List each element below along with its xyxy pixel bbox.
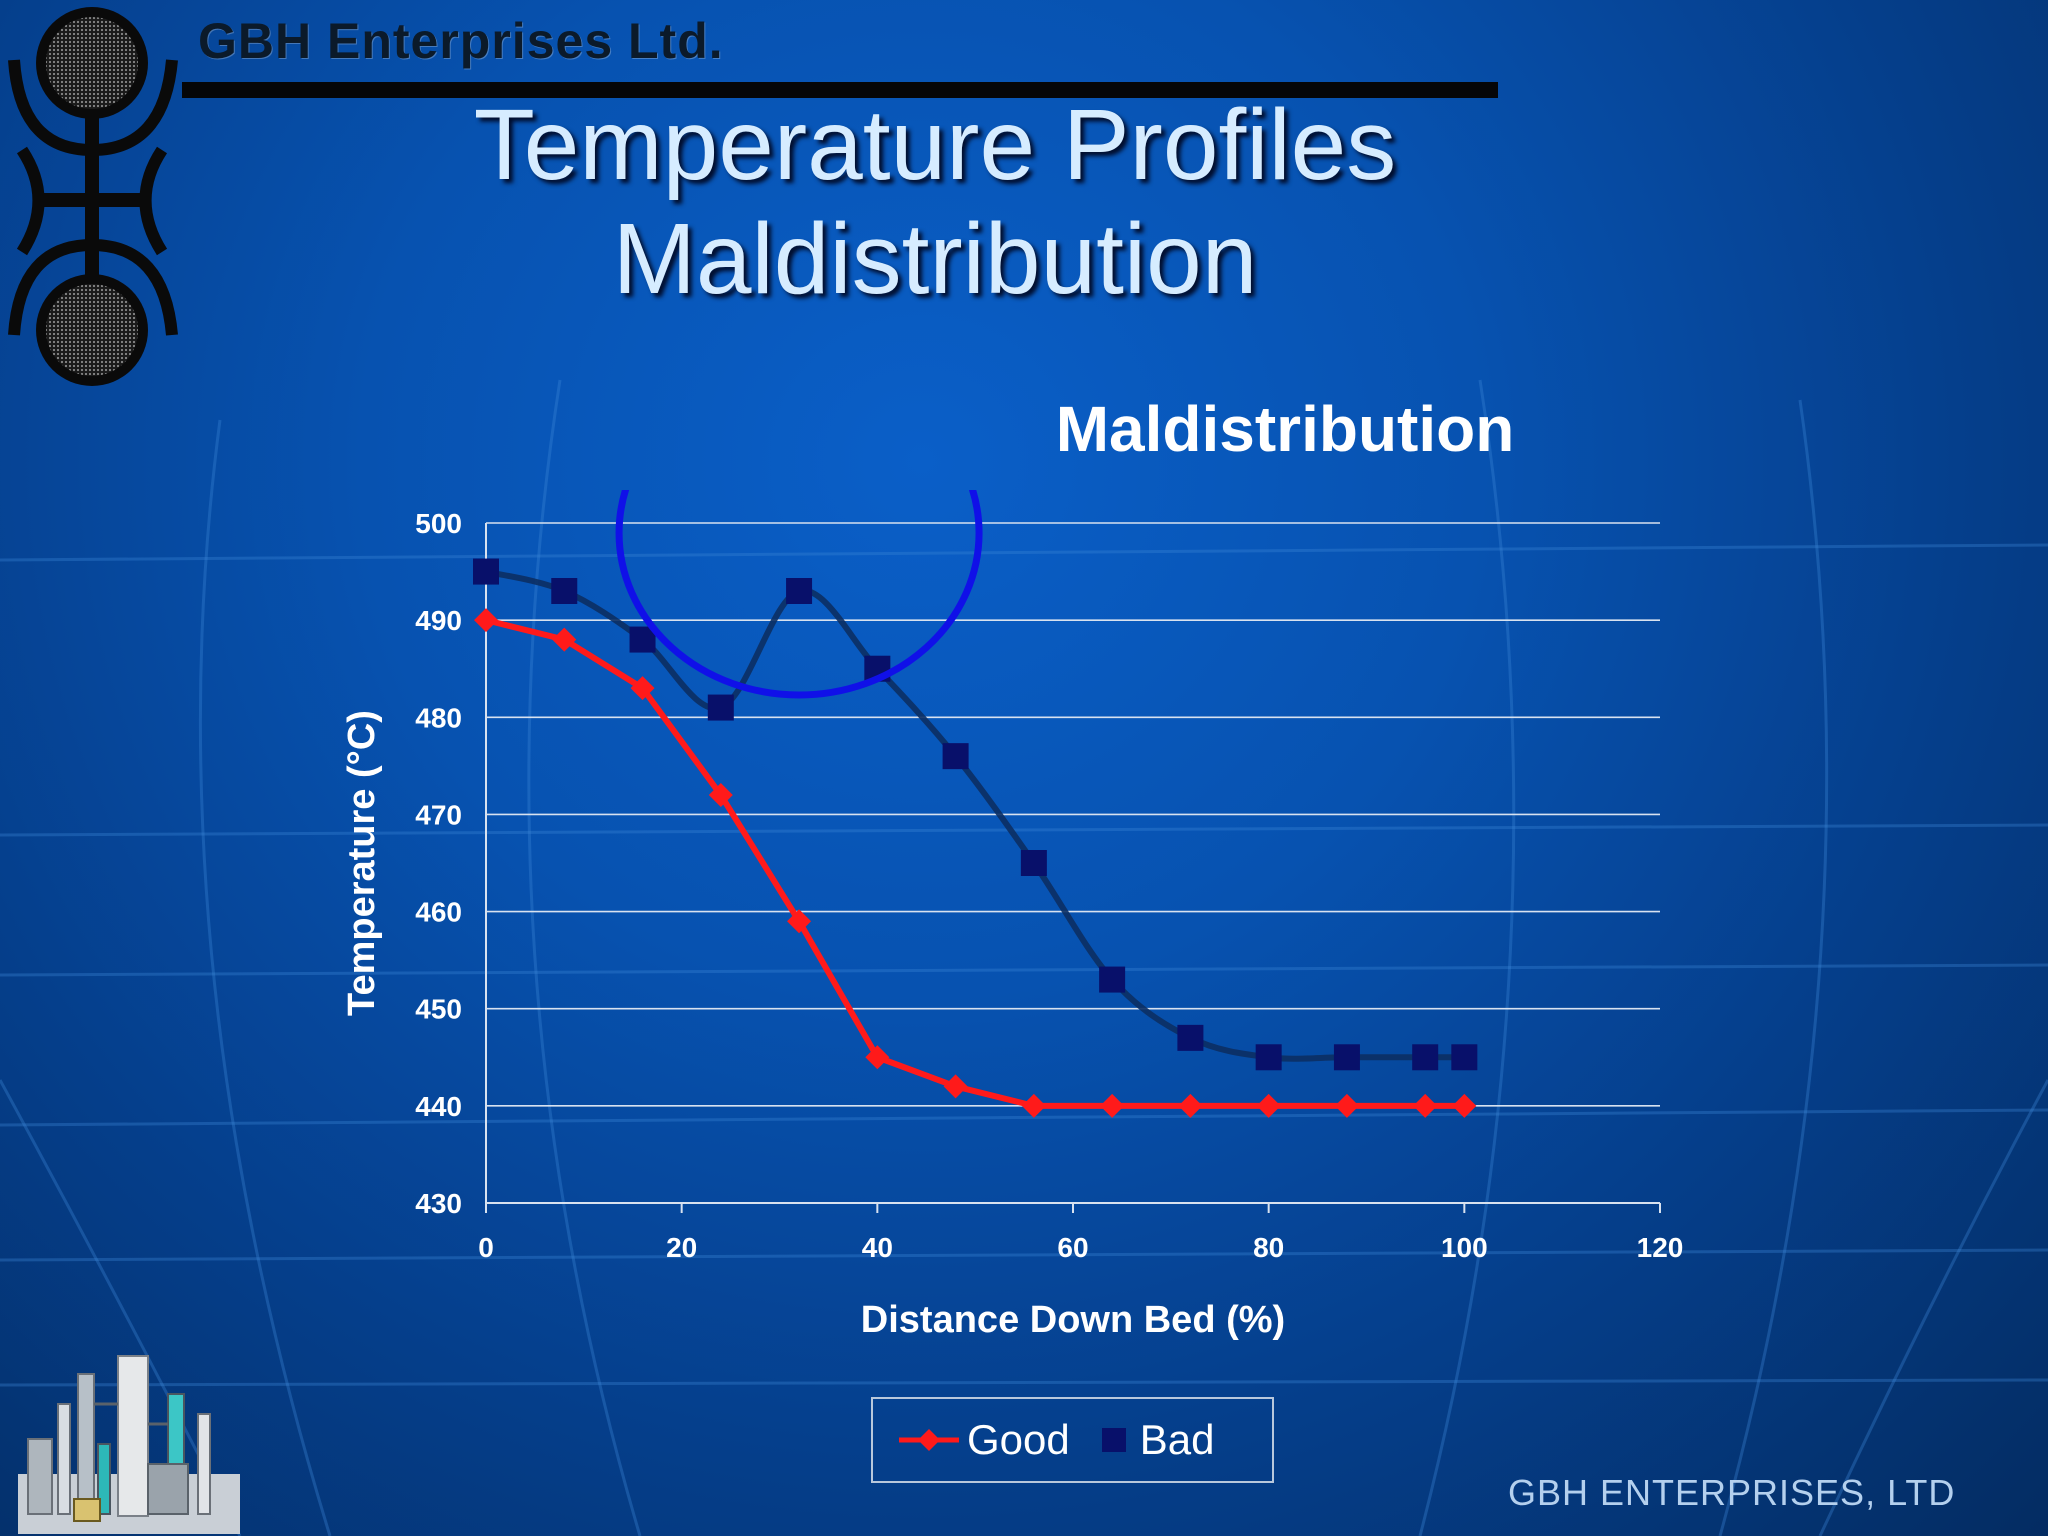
good-series-point	[865, 1045, 890, 1070]
bad-series-point	[473, 558, 499, 585]
legend-item-good: Good	[897, 1416, 1070, 1464]
chart-title: Maldistribution	[1055, 393, 1515, 465]
bad-series-point	[942, 743, 969, 770]
good-series-point	[1178, 1093, 1203, 1118]
good-series-point	[787, 909, 812, 934]
bad-series-point	[1451, 1044, 1478, 1071]
good-series-point	[1100, 1093, 1125, 1118]
good-series-point	[630, 676, 655, 701]
bad-series-point	[1177, 1024, 1204, 1051]
bad-series-point	[1255, 1044, 1282, 1071]
x-axis-label: Distance Down Bed (%)	[861, 1299, 1285, 1341]
bad-series-point	[551, 578, 578, 604]
company-name: GBH Enterprises Ltd.	[198, 13, 724, 69]
bad-series-point	[707, 694, 734, 721]
bad-series-point	[1020, 850, 1047, 876]
good-series-point	[1256, 1093, 1281, 1118]
y-tick-label: 450	[415, 994, 462, 1025]
square-marker-icon	[1101, 1428, 1126, 1452]
good-series-point	[474, 608, 498, 633]
y-tick-label: 480	[415, 702, 462, 733]
plant-illustration-icon	[18, 1355, 240, 1534]
y-tick-label: 460	[415, 897, 462, 928]
x-tick-label: 40	[862, 1232, 893, 1263]
temperature-profile-chart: 430 440 450 460 470 480 490 500 0 20 40 60 80 100 120 D…	[341, 490, 1684, 1341]
chart-legend: Good Bad	[871, 1397, 1274, 1483]
header-rule	[182, 82, 1498, 98]
y-tick-label: 470	[415, 799, 462, 830]
bad-series-point	[786, 578, 813, 604]
good-series-point	[1334, 1093, 1359, 1118]
legend-item-bad: Bad	[1094, 1416, 1215, 1464]
x-tick-label: 100	[1441, 1232, 1488, 1263]
highlight-circle	[615, 490, 983, 699]
x-tick-label: 120	[1637, 1232, 1684, 1263]
x-tick-label: 20	[666, 1232, 697, 1263]
y-axis-label: Temperature (°C)	[341, 710, 383, 1016]
good-series-point	[552, 627, 577, 652]
title-line-2: Maldistribution	[612, 203, 1258, 315]
good-series-point	[1452, 1093, 1477, 1118]
bad-series-point	[1099, 966, 1126, 993]
good-series-point	[1413, 1093, 1438, 1118]
good-series-point	[1021, 1093, 1046, 1118]
y-tick-label: 430	[415, 1188, 462, 1219]
x-tick-label: 60	[1057, 1232, 1088, 1263]
x-tick-label: 80	[1253, 1232, 1284, 1263]
footer-company: GBH ENTERPRISES, LTD	[1508, 1472, 1956, 1513]
title-line-1: Temperature Profiles	[473, 89, 1397, 201]
page-title: Temperature Profiles Maldistribution	[300, 88, 1570, 316]
good-series-point	[943, 1074, 968, 1099]
good-series-point	[708, 783, 733, 807]
legend-label-bad: Bad	[1139, 1416, 1215, 1463]
x-tick-label: 0	[478, 1232, 494, 1263]
gbh-logo-icon	[8, 7, 178, 386]
diamond-marker-icon	[899, 1429, 959, 1451]
good-series-line	[485, 617, 1465, 1109]
bad-series-point	[1412, 1044, 1439, 1071]
y-tick-label: 440	[415, 1091, 462, 1122]
y-tick-label: 490	[415, 605, 462, 636]
legend-label-good: Good	[967, 1416, 1070, 1463]
y-tick-label: 500	[415, 508, 462, 539]
bad-series-point	[1333, 1044, 1360, 1071]
